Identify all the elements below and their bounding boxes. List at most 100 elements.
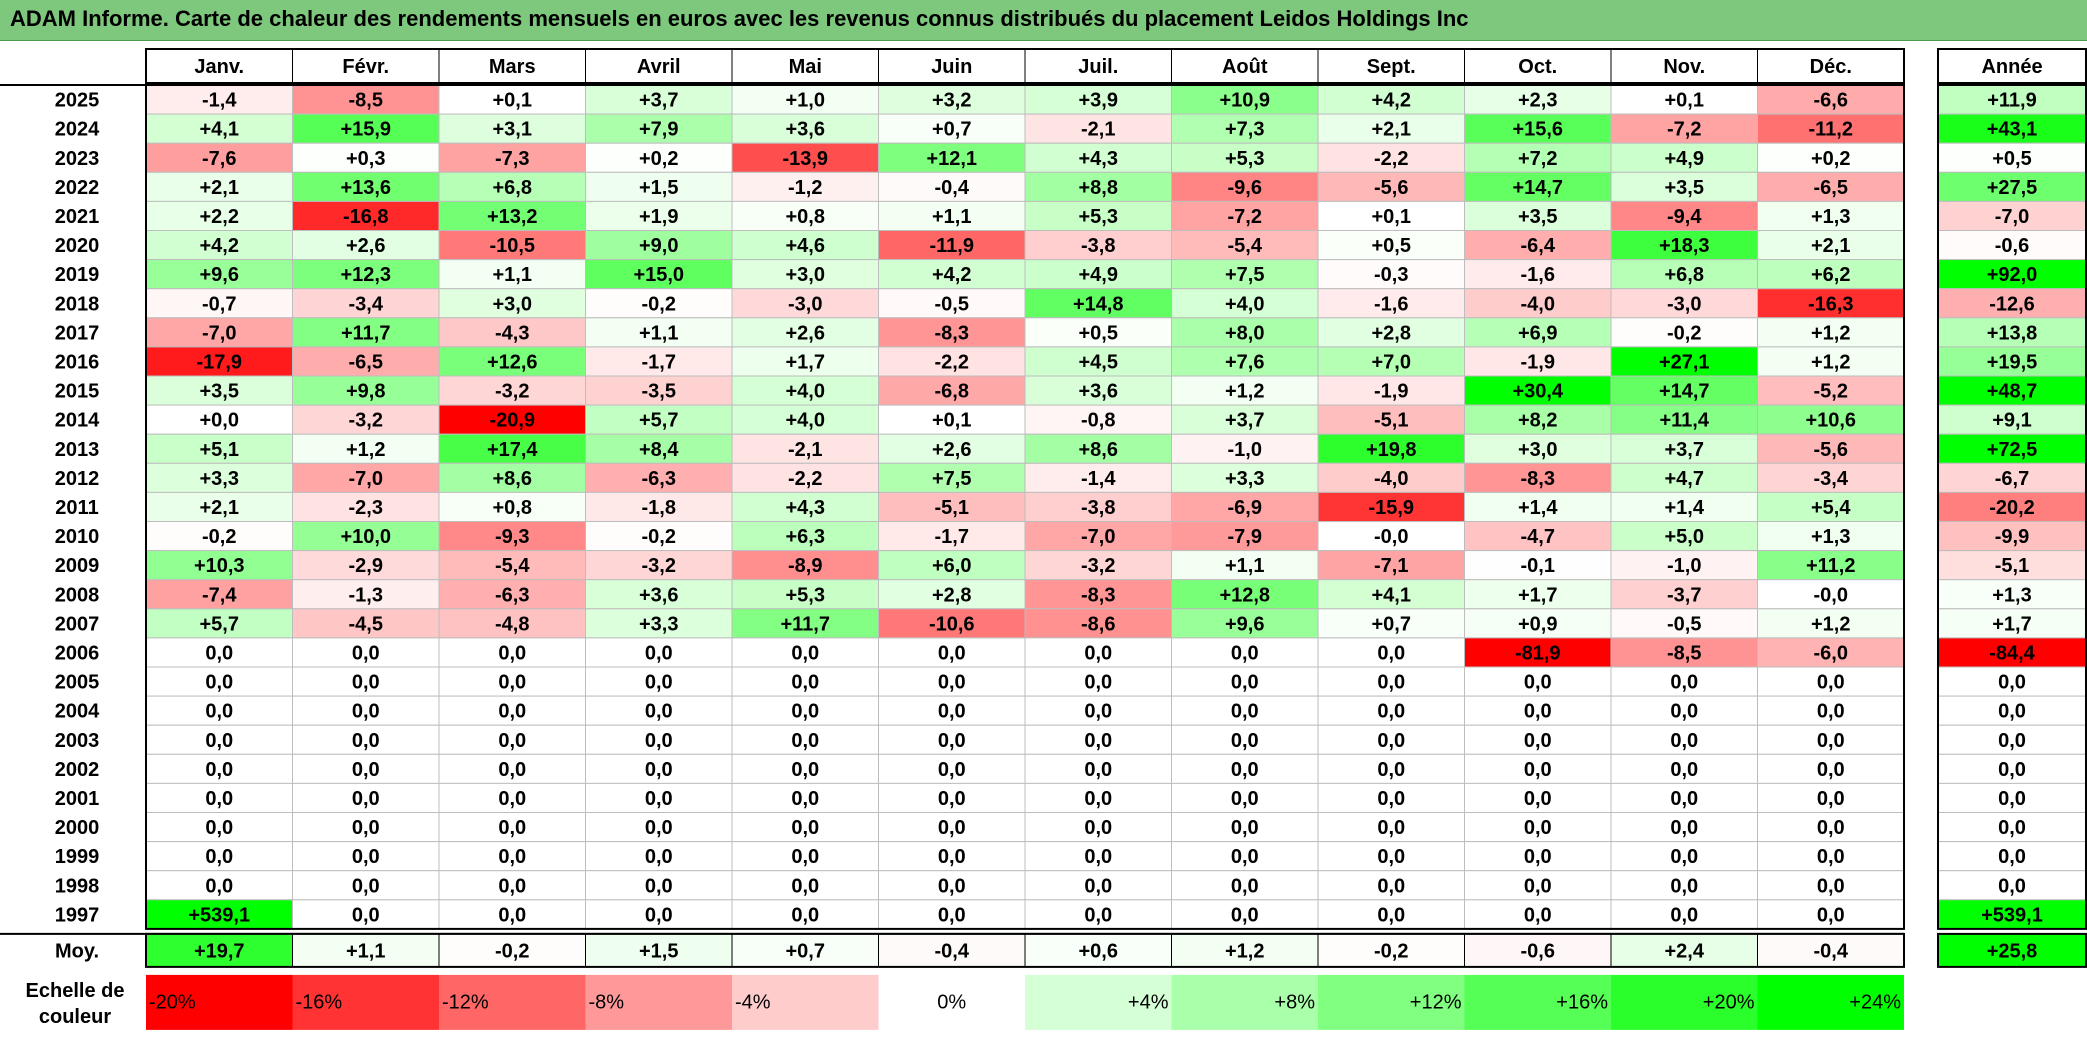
cell-value: +2,1 [200,177,239,199]
annual-value: 0,0 [1998,759,2026,781]
cell-value: +3,7 [1225,410,1264,432]
heatmap-cell [1464,637,1612,668]
heatmap-cell [1171,113,1319,144]
row-year-label: 2011 [55,497,98,519]
annual-cell [1937,84,2087,115]
cell-value: +3,5 [1665,177,1704,199]
cell-value: -5,6 [1374,177,1408,199]
cell-value: -3,2 [349,410,383,432]
heatmap-cell [1317,521,1465,552]
cell-value: 0,0 [1817,904,1845,926]
cell-value: -2,1 [788,439,822,461]
cell-value: +4,3 [1079,148,1118,170]
heatmap-cell [1464,200,1612,231]
cell-value: +12,6 [487,351,538,373]
heatmap-cell [731,724,879,755]
heatmap-cell [1024,753,1172,784]
cell-value: 0,0 [352,730,380,752]
average-value: +1,2 [1225,940,1264,962]
heatmap-cell [438,346,586,377]
cell-value: 0,0 [1377,672,1405,694]
legend-step-label: -12% [442,991,489,1013]
cell-value: -9,4 [1667,206,1702,228]
cell-value: +10,6 [1805,410,1856,432]
cell-value: +15,6 [1512,119,1563,141]
cell-value: -7,2 [1667,119,1701,141]
heatmap-cell [292,404,440,435]
heatmap-cell [145,579,293,610]
cell-value: +1,5 [639,177,678,199]
cell-value: 0,0 [1817,817,1845,839]
heatmap-cell [878,230,1026,261]
cell-value: +3,5 [1518,206,1557,228]
cell-value: +4,9 [1665,148,1704,170]
average-cell [438,933,586,968]
heatmap-cell [1171,491,1319,522]
cell-value: +1,2 [1811,351,1850,373]
heatmap-cell [1464,782,1612,814]
cell-value: -0,7 [202,293,236,315]
legend-swatch [292,974,439,1030]
heatmap-cell [585,433,733,464]
row-year-label: 2016 [55,351,100,373]
table-row: 2002 0,0 0,0 0,0 0,0 0,0 0,0 0,0 0,0 0,0 0,0 0,0 0,0… [55,753,2087,784]
cell-value: 0,0 [645,759,673,781]
legend-swatch [878,974,1025,1030]
cell-value: 0,0 [1817,730,1845,752]
cell-value: -6,3 [495,584,529,606]
heatmap-cell [731,521,879,552]
cell-value: 0,0 [938,846,966,868]
heatmap-cell [438,200,586,231]
heatmap-cell [1464,812,1612,843]
row-year-label: 2010 [55,526,100,548]
cell-value: 0,0 [791,817,819,839]
cell-value: +11,4 [1659,410,1709,432]
cell-value: +10,0 [340,526,391,548]
cell-value: +3,0 [1518,439,1557,461]
annual-value: 0,0 [1998,817,2026,839]
heatmap-cell [438,462,586,493]
cell-value: +0,1 [1372,206,1411,228]
cell-value: 0,0 [352,759,380,781]
cell-value: -1,3 [349,584,383,606]
annual-header: Année [1981,56,2042,78]
row-year-label: 2019 [55,264,100,286]
heatmap-cell [1024,491,1172,522]
legend-swatch [585,974,732,1030]
cell-value: +0,3 [346,148,385,170]
table-row: 2009 +10,3 -2,9 -5,4 -3,2 -8,9 +6,0 -3,2 +1,1 -7,… [55,550,2087,581]
cell-value: -0,2 [642,526,676,548]
cell-value: 0,0 [1670,672,1698,694]
legend-swatch [1464,974,1611,1030]
heatmap-cell [1024,608,1172,639]
cell-value: -10,6 [929,613,975,635]
column-header-11: Déc. [1810,56,1852,78]
legend-swatch [1171,974,1318,1030]
cell-value: +9,6 [200,264,239,286]
cell-value: 0,0 [938,701,966,723]
cell-value: 0,0 [1524,875,1552,897]
row-year-label: 2008 [55,584,100,606]
cell-value: 0,0 [791,875,819,897]
heatmap-cell [1464,899,1612,930]
cell-value: -0,1 [1521,555,1555,577]
cell-value: -6,5 [349,351,383,373]
annual-value: -84,4 [1989,642,2035,664]
heatmap-cell [878,84,1026,115]
cell-value: 0,0 [645,875,673,897]
table-row: 2022 +2,1 +13,6 +6,8 +1,5 -1,2 -0,4 +8,8 -9,6 -5,… [55,171,2087,202]
cell-value: +0,8 [493,497,532,519]
cell-value: -1,9 [1521,351,1555,373]
annual-value: -9,9 [1995,526,2029,548]
cell-value: 0,0 [498,817,526,839]
heatmap-cell [1464,288,1612,319]
cell-value: 0,0 [205,875,233,897]
cell-value: +5,7 [639,410,678,432]
heatmap-cell [292,84,440,115]
table-row: 1997 +539,1 0,0 0,0 0,0 0,0 0,0 0,0 0,0 0,0 0,0 0,0… [55,899,2087,930]
cell-value: +14,7 [1659,381,1710,403]
heatmap-cell [1610,259,1758,290]
cell-value: -4,8 [495,613,529,635]
cell-value: -3,4 [1814,468,1849,490]
heatmap-cell [878,288,1026,319]
